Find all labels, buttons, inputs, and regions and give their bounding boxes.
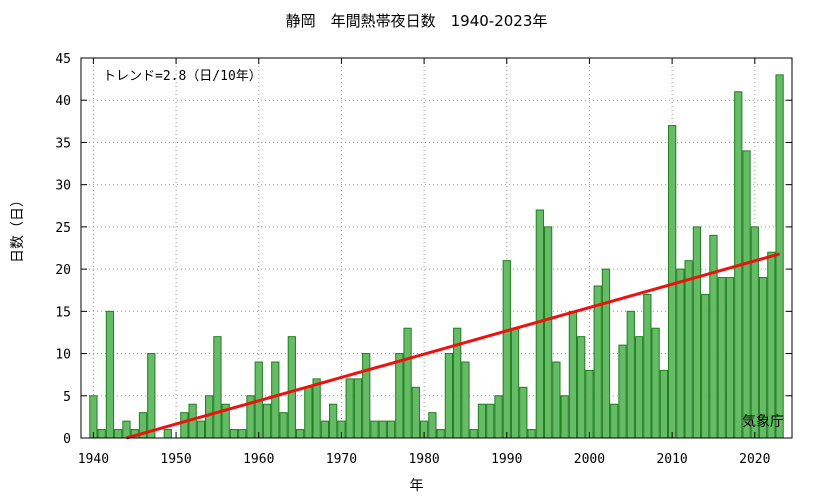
bar — [577, 336, 586, 439]
x-tick-label: 1940 — [78, 452, 109, 467]
bar — [510, 327, 520, 439]
bar — [97, 429, 106, 439]
bar — [180, 412, 189, 439]
bar — [701, 293, 710, 439]
bar — [568, 310, 578, 439]
bar — [122, 420, 131, 439]
y-tick-label: 5 — [63, 390, 71, 405]
bar — [618, 344, 627, 439]
bar — [502, 260, 511, 439]
axis-ticks: 0 5 10 15 20 25 30 35 40 45 1940 1950 1960 1970 1980 19… — [55, 52, 792, 467]
bar — [114, 429, 123, 439]
bar — [461, 361, 470, 439]
bar — [626, 310, 635, 439]
bar — [775, 74, 784, 439]
y-tick-label: 25 — [55, 221, 71, 236]
bar — [750, 226, 759, 439]
x-tick-label: 2020 — [739, 452, 770, 467]
bar — [477, 403, 487, 439]
bar — [436, 429, 445, 439]
x-tick-label: 2010 — [656, 452, 687, 467]
source-label: 気象庁 — [742, 414, 784, 430]
bar — [535, 209, 544, 439]
bar — [767, 251, 776, 439]
bar — [89, 395, 98, 439]
bar — [610, 403, 619, 439]
bar — [527, 429, 536, 439]
bar — [709, 234, 718, 439]
bar — [469, 429, 478, 439]
bar — [279, 412, 288, 439]
bar — [494, 395, 503, 439]
bar — [742, 150, 751, 439]
bar — [676, 268, 685, 439]
bar — [329, 403, 338, 439]
chart-title: 静岡 年間熱帯夜日数 1940-2023年 — [285, 12, 548, 30]
bar — [238, 429, 247, 439]
bar — [105, 310, 115, 439]
bar — [295, 429, 305, 439]
bar — [684, 260, 693, 439]
bar — [229, 429, 239, 439]
bar — [601, 268, 611, 439]
bar — [304, 386, 313, 439]
x-tick-label: 1970 — [326, 452, 357, 467]
bar — [196, 420, 206, 439]
y-tick-label: 35 — [55, 136, 71, 151]
bar — [353, 378, 363, 439]
bar — [634, 336, 644, 439]
bar — [593, 285, 602, 439]
bar — [271, 361, 280, 439]
y-tick-label: 10 — [55, 348, 71, 363]
bar — [320, 420, 330, 439]
bar — [667, 125, 677, 439]
x-tick-label: 1990 — [491, 452, 522, 467]
y-tick-label: 45 — [55, 52, 71, 67]
bar — [213, 336, 222, 439]
bar — [395, 353, 404, 439]
bar — [659, 369, 668, 439]
y-tick-label: 40 — [55, 94, 71, 109]
bar — [370, 420, 379, 439]
bar — [262, 403, 272, 439]
bar — [486, 403, 495, 439]
bar — [725, 277, 735, 439]
x-tick-label: 2000 — [574, 452, 605, 467]
bar — [287, 336, 296, 439]
bar — [163, 429, 172, 439]
bar — [428, 412, 437, 439]
y-tick-label: 20 — [55, 263, 71, 278]
trend-line — [126, 252, 781, 440]
bar — [717, 277, 726, 439]
bar — [444, 353, 454, 439]
x-tick-label: 1950 — [160, 452, 191, 467]
x-tick-label: 1980 — [408, 452, 439, 467]
x-axis-label: 年 — [409, 478, 424, 494]
bar — [543, 226, 553, 439]
bar — [403, 327, 412, 439]
bars — [89, 74, 784, 439]
plot-frame — [80, 57, 793, 439]
bar — [519, 386, 528, 439]
bar — [651, 327, 660, 439]
bar — [552, 361, 561, 439]
bar — [386, 420, 396, 439]
trend-label: トレンド=2.8（日/10年） — [103, 69, 262, 84]
y-tick-label: 15 — [55, 305, 71, 320]
bar — [362, 353, 371, 439]
bar — [560, 395, 569, 439]
bar — [312, 378, 321, 439]
y-tick-label: 30 — [55, 179, 71, 194]
bar — [643, 293, 652, 439]
x-tick-label: 1960 — [243, 452, 274, 467]
y-tick-label: 0 — [63, 432, 71, 447]
bar — [585, 369, 594, 439]
bar — [411, 386, 420, 439]
bar — [147, 353, 156, 439]
bar — [378, 420, 387, 439]
bar — [345, 378, 354, 439]
bar — [692, 226, 702, 439]
